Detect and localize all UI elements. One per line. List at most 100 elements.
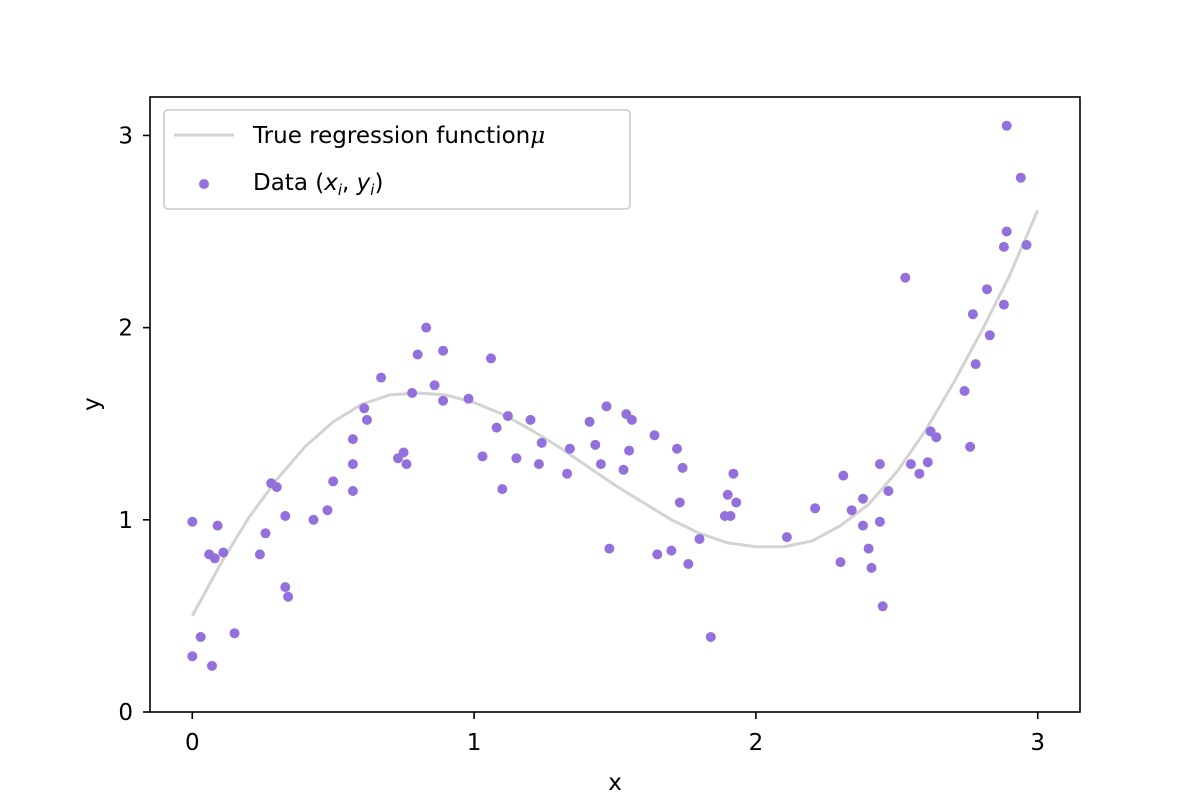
data-point	[883, 486, 894, 496]
data-point	[694, 534, 705, 544]
data-point	[564, 443, 575, 454]
data-point	[562, 468, 573, 479]
y-axis-label: y	[79, 397, 105, 411]
data-point	[1015, 172, 1026, 183]
data-point	[322, 505, 333, 516]
data-point	[209, 553, 220, 564]
data-point	[187, 516, 198, 527]
data-point	[218, 547, 229, 558]
data-point	[858, 493, 868, 504]
data-point	[1001, 120, 1012, 131]
data-point	[674, 497, 685, 508]
data-point	[722, 489, 733, 500]
data-point	[731, 497, 742, 508]
data-point	[491, 422, 502, 433]
data-point	[810, 503, 821, 514]
data-point	[429, 380, 440, 391]
data-point	[362, 414, 372, 425]
data-point	[398, 447, 409, 458]
data-point	[347, 434, 358, 445]
data-point	[618, 464, 629, 475]
data-point	[308, 514, 319, 525]
data-point	[683, 559, 694, 569]
data-point	[601, 401, 612, 412]
data-point	[626, 414, 637, 425]
data-point	[421, 322, 432, 333]
legend-label-data: Data (xi, yi)	[253, 170, 383, 199]
legend-mu-symbol: μ	[530, 123, 545, 149]
data-point	[900, 272, 911, 283]
data-point	[649, 430, 660, 441]
data-point	[359, 403, 370, 414]
data-point	[584, 416, 595, 427]
legend-label-data-text: Data	[253, 170, 308, 196]
legend-box	[163, 109, 631, 210]
data-point	[502, 411, 513, 421]
data-point	[229, 628, 240, 639]
data-point	[280, 511, 291, 521]
data-point	[207, 660, 217, 671]
y-tick-label: 0	[118, 700, 133, 726]
data-point	[781, 532, 792, 543]
data-point	[998, 299, 1009, 310]
data-point	[187, 651, 198, 662]
data-point	[652, 549, 663, 560]
data-point	[965, 441, 976, 452]
data-point	[846, 505, 857, 516]
data-point	[863, 543, 874, 554]
data-points	[187, 120, 1032, 671]
data-point	[728, 468, 739, 479]
data-point	[595, 459, 606, 470]
data-point	[511, 453, 522, 464]
data-point	[982, 284, 992, 295]
data-point	[931, 432, 942, 443]
legend: True regression functionμ Data (xi, yi)	[163, 109, 631, 210]
data-point	[1021, 240, 1032, 250]
data-point	[254, 549, 265, 560]
data-point	[497, 484, 508, 495]
data-point	[438, 395, 449, 406]
y-tick-label: 3	[118, 123, 133, 149]
data-point	[401, 459, 412, 470]
data-point	[280, 582, 291, 593]
data-point	[347, 459, 358, 470]
data-point	[967, 309, 978, 320]
x-tick-label: 0	[185, 730, 200, 756]
data-point	[195, 632, 206, 642]
data-point	[866, 562, 877, 573]
data-point	[970, 359, 981, 370]
y-tick-label: 1	[118, 508, 133, 534]
data-point	[477, 451, 488, 462]
data-point	[407, 388, 418, 398]
data-point	[463, 393, 474, 404]
data-point	[624, 445, 635, 456]
data-point	[838, 470, 849, 481]
data-point	[677, 462, 688, 473]
data-point	[725, 511, 736, 521]
data-point	[922, 457, 933, 468]
data-point	[212, 520, 223, 531]
axes-frame	[149, 96, 1081, 713]
data-point	[328, 476, 339, 487]
data-point	[914, 468, 925, 479]
data-point	[877, 601, 888, 612]
data-point	[438, 345, 449, 356]
data-point	[905, 459, 916, 470]
data-point	[984, 330, 995, 341]
x-axis-label: x	[608, 770, 622, 796]
legend-label-regression-text: True regression function	[252, 123, 530, 149]
data-point	[666, 545, 677, 556]
data-point	[874, 516, 885, 527]
data-point	[536, 437, 547, 448]
data-point	[533, 459, 544, 470]
data-point	[260, 528, 271, 539]
data-point	[283, 591, 294, 602]
data-point	[874, 459, 885, 470]
data-point	[604, 543, 615, 554]
data-point	[412, 349, 423, 360]
x-tick-label: 3	[1030, 730, 1045, 756]
x-tick-label: 2	[749, 730, 764, 756]
plot-area	[187, 120, 1040, 671]
legend-label-regression: True regression functionμ	[252, 123, 545, 149]
